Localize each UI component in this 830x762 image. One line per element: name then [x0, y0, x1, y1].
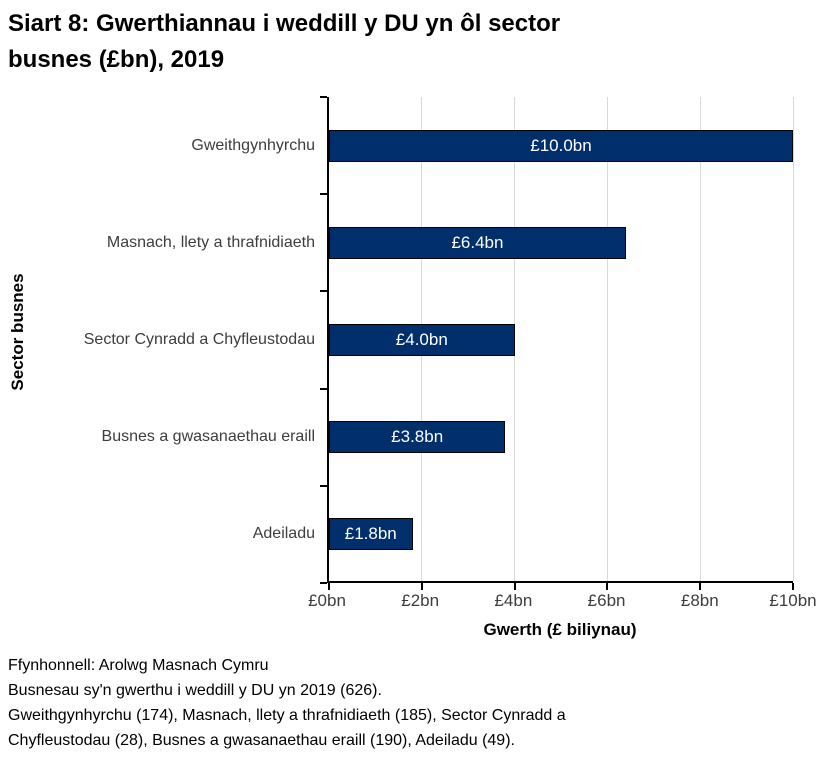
- footer-note-line: Chyfleustodau (28), Busnes a gwasanaetha…: [8, 732, 515, 749]
- x-axis-tick-label: £0bn: [308, 591, 346, 610]
- y-axis-tick: [320, 387, 327, 390]
- chart-title-line1: Siart 8: Gwerthiannau i weddill y DU yn …: [8, 10, 561, 37]
- category-label: Gweithgynhyrchu: [191, 136, 315, 154]
- x-axis-tick: [792, 583, 794, 590]
- x-axis-tick: [328, 583, 330, 590]
- y-axis-tick: [320, 484, 327, 487]
- plot-area: £10.0bn £6.4bn £4.0bn £3.8bn £1.8bn: [320, 96, 794, 590]
- bar: £3.8bn: [329, 421, 506, 454]
- x-axis-tick: [606, 583, 609, 590]
- bar-value-label: £3.8bn: [391, 427, 444, 447]
- bar-value-label: £6.4bn: [451, 232, 504, 252]
- x-axis-title: Gwerth (£ biliynau): [483, 620, 637, 639]
- gridline: [792, 97, 794, 581]
- bar-value-label: £4.0bn: [395, 330, 448, 349]
- y-axis-tick: [320, 582, 327, 584]
- x-tick-labels: £0bn £2bn £4bn £6bn £8bn £10bn: [308, 591, 817, 613]
- footer-note-line: Busnesau sy'n gwerthu i weddill y DU yn …: [8, 682, 382, 699]
- bar: £4.0bn: [329, 324, 515, 356]
- x-axis-tick: [699, 583, 702, 590]
- x-axis-tick-label: £2bn: [401, 591, 440, 610]
- gridline: [514, 97, 516, 581]
- y-axis-tick: [320, 193, 327, 196]
- category-label: Busnes a gwasanaethau eraill: [101, 428, 315, 446]
- y-axis-tick: [320, 290, 327, 293]
- category-label: Adeiladu: [252, 525, 315, 543]
- x-axis-tick: [513, 583, 516, 590]
- bar: £1.8bn: [329, 518, 413, 551]
- gridline: [699, 97, 701, 581]
- footer-notes: Ffynhonnell: Arolwg Masnach Cymru Busnes…: [8, 653, 748, 753]
- footer-source-line: Ffynhonnell: Arolwg Masnach Cymru: [8, 657, 269, 674]
- x-axis-tick: [420, 583, 423, 590]
- category-label: Sector Cynradd a Chyfleustodau: [83, 330, 315, 348]
- category-label: Masnach, llety a thrafnidiaeth: [106, 233, 315, 251]
- chart-title: Siart 8: Gwerthiannau i weddill y DU yn …: [8, 6, 560, 78]
- chart-title-line2: busnes (£bn), 2019: [8, 46, 225, 73]
- footer-note-line: Gweithgynhyrchu (174), Masnach, llety a …: [8, 707, 566, 724]
- x-axis-tick-label: £10bn: [769, 591, 817, 610]
- gridline: [606, 97, 608, 581]
- bar: £6.4bn: [329, 226, 626, 259]
- category-labels: Gweithgynhyrchu Masnach, llety a thrafnid…: [0, 97, 317, 583]
- y-axis-tick: [320, 96, 327, 98]
- x-axis-tick-label: £4bn: [494, 591, 533, 610]
- bar: £10.0bn: [329, 129, 793, 162]
- x-axis-tick-label: £8bn: [680, 591, 719, 610]
- bar-value-label: £1.8bn: [344, 524, 397, 544]
- bar-value-label: £10.0bn: [530, 135, 592, 155]
- x-axis-tick-label: £6bn: [587, 591, 626, 610]
